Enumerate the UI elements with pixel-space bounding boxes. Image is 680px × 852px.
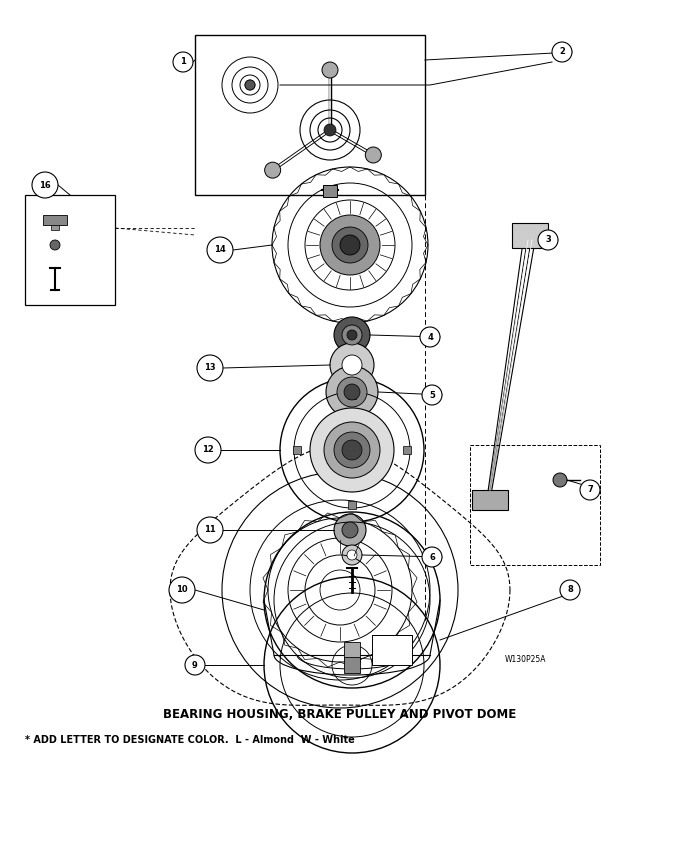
Circle shape xyxy=(538,230,558,250)
Bar xyxy=(472,490,508,510)
Text: 2: 2 xyxy=(559,48,565,56)
Bar xyxy=(293,446,301,454)
Circle shape xyxy=(197,355,223,381)
Circle shape xyxy=(50,240,60,250)
Circle shape xyxy=(320,215,380,275)
Text: 9: 9 xyxy=(192,660,198,670)
Circle shape xyxy=(580,480,600,500)
Bar xyxy=(470,445,600,565)
Circle shape xyxy=(324,422,380,478)
Circle shape xyxy=(334,432,370,468)
Bar xyxy=(403,446,411,454)
Text: W130P25A: W130P25A xyxy=(505,655,547,665)
Bar xyxy=(512,223,548,248)
Text: 6: 6 xyxy=(429,552,435,561)
Text: 16: 16 xyxy=(39,181,51,189)
Circle shape xyxy=(197,517,223,543)
Circle shape xyxy=(553,473,567,487)
Bar xyxy=(348,501,356,509)
Bar xyxy=(348,391,356,399)
Bar xyxy=(43,215,67,225)
Text: 1: 1 xyxy=(180,57,186,66)
Circle shape xyxy=(185,655,205,675)
Circle shape xyxy=(332,227,368,263)
Text: 4: 4 xyxy=(427,332,433,342)
Text: * ADD LETTER TO DESIGNATE COLOR.  L - Almond  W - White: * ADD LETTER TO DESIGNATE COLOR. L - Alm… xyxy=(25,735,355,745)
Text: 10: 10 xyxy=(176,585,188,595)
Text: 12: 12 xyxy=(202,446,214,454)
Circle shape xyxy=(326,366,378,418)
Circle shape xyxy=(169,577,195,603)
Text: 13: 13 xyxy=(204,364,216,372)
Circle shape xyxy=(32,172,58,198)
Circle shape xyxy=(330,343,374,387)
Circle shape xyxy=(207,237,233,263)
Circle shape xyxy=(245,80,255,90)
Circle shape xyxy=(334,317,370,353)
Text: 11: 11 xyxy=(204,526,216,534)
Bar xyxy=(195,35,425,195)
Bar xyxy=(25,195,115,305)
Circle shape xyxy=(420,327,440,347)
Text: 14: 14 xyxy=(214,245,226,255)
Bar xyxy=(372,635,412,665)
Circle shape xyxy=(344,384,360,400)
Bar xyxy=(323,185,337,197)
Circle shape xyxy=(552,42,572,62)
Text: BEARING HOUSING, BRAKE PULLEY AND PIVOT DOME: BEARING HOUSING, BRAKE PULLEY AND PIVOT … xyxy=(163,707,517,721)
Circle shape xyxy=(324,124,336,136)
Circle shape xyxy=(265,162,281,178)
Bar xyxy=(51,225,59,230)
Circle shape xyxy=(195,437,221,463)
Circle shape xyxy=(560,580,580,600)
Circle shape xyxy=(347,330,357,340)
Circle shape xyxy=(422,385,442,405)
Circle shape xyxy=(342,522,358,538)
Circle shape xyxy=(173,52,193,72)
Circle shape xyxy=(334,514,366,546)
Circle shape xyxy=(337,377,367,407)
Text: 5: 5 xyxy=(429,390,435,400)
Circle shape xyxy=(342,440,362,460)
Bar xyxy=(344,642,360,662)
Circle shape xyxy=(342,355,362,375)
Circle shape xyxy=(310,408,394,492)
Circle shape xyxy=(347,550,357,560)
Circle shape xyxy=(342,325,362,345)
Text: 8: 8 xyxy=(567,585,573,595)
Text: 3: 3 xyxy=(545,235,551,245)
Circle shape xyxy=(342,545,362,565)
Bar xyxy=(344,657,360,673)
Circle shape xyxy=(340,235,360,255)
Circle shape xyxy=(322,62,338,78)
Circle shape xyxy=(422,547,442,567)
Circle shape xyxy=(365,147,381,163)
Text: 7: 7 xyxy=(587,486,593,494)
